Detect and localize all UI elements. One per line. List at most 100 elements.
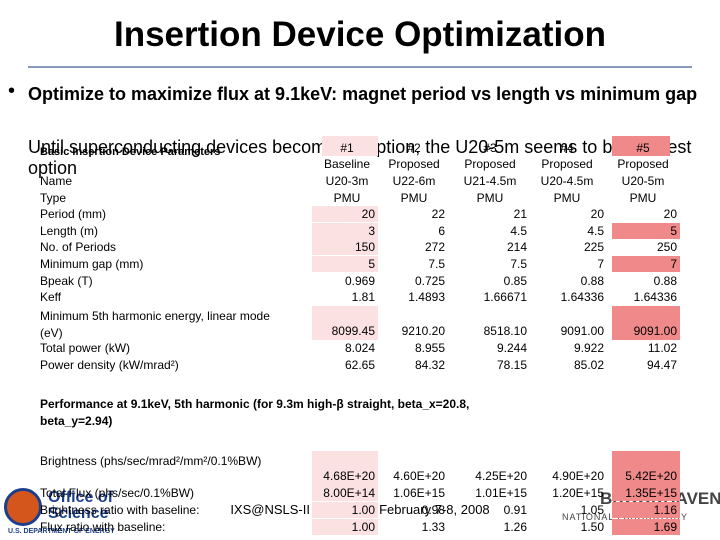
row-label: Bpeak (T) xyxy=(40,274,93,288)
column-type: PMU xyxy=(333,191,361,205)
cell: 0.969 xyxy=(344,274,375,288)
bullet-text: Optimize to maximize flux at 9.1keV: mag… xyxy=(28,84,708,105)
column-status: Proposed xyxy=(464,157,516,171)
cell: 1.50 xyxy=(580,520,604,534)
cell-highlight xyxy=(312,223,378,239)
cell-highlight xyxy=(612,519,680,535)
header-highlight xyxy=(612,136,670,156)
column-name: U22-6m xyxy=(392,174,436,188)
cell: 7 xyxy=(597,257,604,271)
cell: 0.88 xyxy=(580,274,604,288)
cell-highlight xyxy=(612,306,680,340)
row-label: Brightness (phs/sec/mrad²/mm²/0.1%BW) xyxy=(40,454,262,468)
cell: 1.64336 xyxy=(560,290,604,304)
cell: 1.20E+15 xyxy=(552,486,604,500)
cell: 0.91 xyxy=(503,503,527,517)
row-label: Length (m) xyxy=(40,224,99,238)
cell: 8099.45 xyxy=(331,324,375,338)
cell: 9091.00 xyxy=(633,324,677,338)
cell: 1.16 xyxy=(653,503,677,517)
cell: 7.5 xyxy=(428,257,445,271)
cell: 1.01E+15 xyxy=(475,486,527,500)
cell: 7 xyxy=(670,257,677,271)
cell: 8.024 xyxy=(344,341,375,355)
cell: 272 xyxy=(424,240,445,254)
logo-text: Office of Science xyxy=(48,489,113,522)
row-label: Minimum 5th harmonic energy, linear mode… xyxy=(40,309,270,340)
cell: 21 xyxy=(513,207,527,221)
cell-highlight xyxy=(612,223,680,239)
cell: 4.60E+20 xyxy=(393,469,445,483)
cell: 1.4893 xyxy=(408,290,445,304)
row-label: Power density (kW/mrad²) xyxy=(40,358,179,372)
cell: 1.26 xyxy=(503,520,527,534)
title-rule xyxy=(28,66,692,68)
cell: 225 xyxy=(583,240,604,254)
cell: 0.725 xyxy=(414,274,445,288)
cell: 4.90E+20 xyxy=(552,469,604,483)
cell: 150 xyxy=(354,240,375,254)
column-status: Proposed xyxy=(388,157,440,171)
cell-highlight xyxy=(312,256,378,272)
cell: 84.32 xyxy=(414,358,445,372)
header-highlight xyxy=(322,136,378,156)
cell-highlight xyxy=(312,519,378,535)
cell: 20 xyxy=(361,207,375,221)
cell: 1.69 xyxy=(653,520,677,534)
column-type: PMU xyxy=(553,191,581,205)
cell: 250 xyxy=(656,240,677,254)
cell-highlight xyxy=(312,206,378,222)
cell: 1.06E+15 xyxy=(393,486,445,500)
cell-highlight xyxy=(612,451,680,485)
cell: 85.02 xyxy=(573,358,604,372)
cell-highlight xyxy=(312,485,378,501)
cell: 62.65 xyxy=(344,358,375,372)
logo-subtext: U.S. DEPARTMENT OF ENERGY xyxy=(8,528,115,535)
logo-mark xyxy=(4,488,42,526)
bullet-dot: • xyxy=(8,80,16,102)
cell: 1.81 xyxy=(351,290,375,304)
row-label: Total power (kW) xyxy=(40,341,131,355)
cell-highlight xyxy=(312,306,378,340)
cell: 5 xyxy=(368,257,375,271)
row-label: Type xyxy=(40,191,67,205)
cell-highlight xyxy=(312,239,378,255)
cell-highlight xyxy=(612,485,680,501)
cell: 94.47 xyxy=(646,358,677,372)
cell: 0.98 xyxy=(421,503,445,517)
cell-highlight xyxy=(612,256,680,272)
column-name: U21-4.5m xyxy=(463,174,517,188)
row-label: Total Flux (phs/sec/0.1%BW) xyxy=(40,486,195,500)
cell: 4.68E+20 xyxy=(323,469,375,483)
cell: 22 xyxy=(431,207,445,221)
row-label: Flux ratio with baseline: xyxy=(40,520,166,534)
column-number: #2 xyxy=(407,141,421,155)
cell: 0.85 xyxy=(503,274,527,288)
cell: 8.00E+14 xyxy=(323,486,375,500)
bullet: Optimize to maximize flux at 9.1keV: mag… xyxy=(28,84,698,104)
cell: 6 xyxy=(438,224,445,238)
column-status: Proposed xyxy=(617,157,669,171)
cell: 11.02 xyxy=(647,341,677,355)
cell: 9.922 xyxy=(573,341,604,355)
row-label: Name xyxy=(40,174,73,188)
row-label: Keff xyxy=(40,290,62,304)
cell: 8518.10 xyxy=(483,324,527,338)
cell: 20 xyxy=(590,207,604,221)
cell: 9.244 xyxy=(496,341,527,355)
column-type: PMU xyxy=(629,191,657,205)
cell-highlight xyxy=(312,451,378,485)
row-label: Brightness ratio with baseline: xyxy=(40,503,200,517)
column-number: #5 xyxy=(636,141,650,155)
column-name: U20-4.5m xyxy=(540,174,594,188)
cell: 7.5 xyxy=(510,257,527,271)
cell: 1.05 xyxy=(580,503,604,517)
cell: 4.5 xyxy=(510,224,527,238)
cell: 1.64336 xyxy=(633,290,677,304)
row-label: Period (mm) xyxy=(40,207,107,221)
column-name: U20-3m xyxy=(325,174,369,188)
row-label: No. of Periods xyxy=(40,240,117,254)
cell: 0.88 xyxy=(653,274,677,288)
cell: 1.00 xyxy=(351,520,375,534)
column-type: PMU xyxy=(476,191,504,205)
